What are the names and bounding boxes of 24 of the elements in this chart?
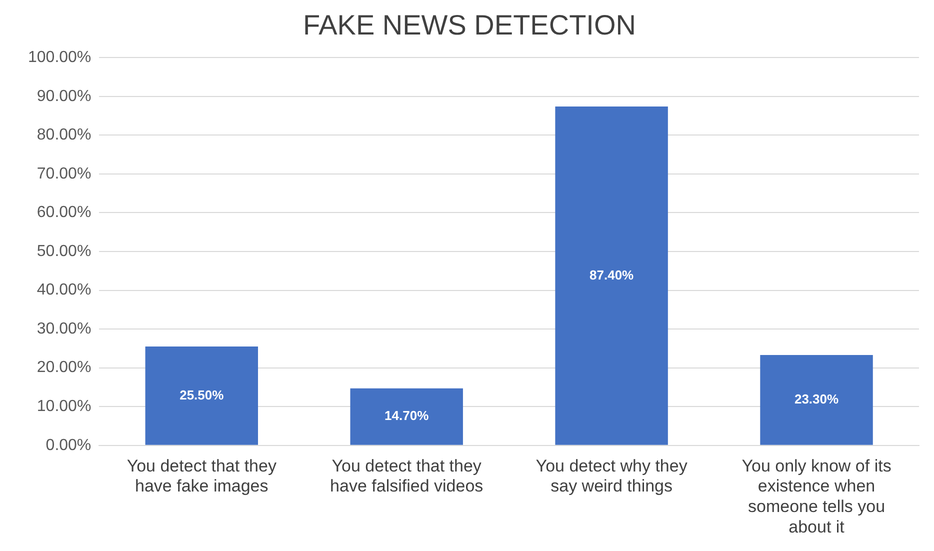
bar [555,106,668,445]
x-tick-label: You detect why they say weird things [536,456,688,496]
y-tick-label: 10.00% [36,398,92,416]
bar [145,346,258,445]
y-tick-label: 90.00% [36,88,92,105]
chart-title: FAKE NEWS DETECTION [303,10,636,41]
data-label: 25.50% [180,387,224,402]
y-tick-label: 80.00% [36,126,92,144]
x-tick-label: You detect that they have falsified videos [330,456,484,496]
y-tick-label: 100.00% [28,49,92,66]
y-tick-label: 0.00% [46,436,92,454]
y-tick-label: 20.00% [36,359,92,376]
x-tick-label: You only know of its existence when someone tells you about it [742,456,892,536]
bar [760,355,873,445]
data-label: 87.40% [590,267,634,282]
y-tick-label: 50.00% [36,242,92,260]
y-tick-label: 40.00% [36,282,92,299]
y-tick-label: 30.00% [36,320,92,338]
data-label: 14.70% [384,408,430,424]
y-tick-label: 70.00% [36,165,92,182]
bar [350,388,463,445]
y-tick-label: 60.00% [36,204,92,222]
x-tick-label: You detect that they have fake images [126,456,277,496]
data-label: 23.30% [794,392,840,407]
